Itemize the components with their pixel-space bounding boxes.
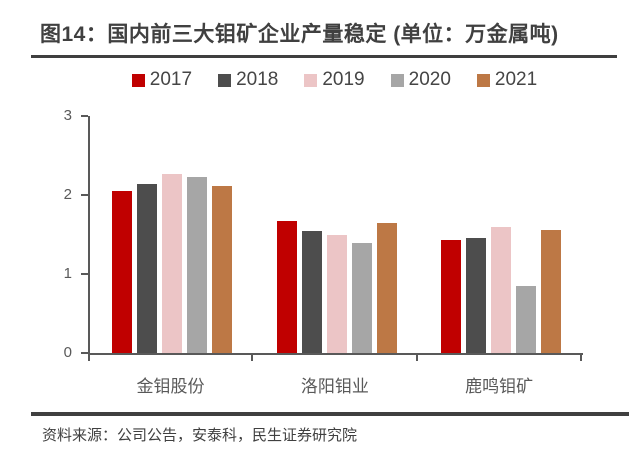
legend-swatch-icon	[131, 73, 145, 87]
bar-洛阳钼业-2020	[351, 243, 372, 353]
legend-item-2019: 2019	[304, 69, 365, 91]
bar-洛阳钼业-2021	[376, 223, 397, 353]
y-tick-mark	[81, 115, 88, 117]
y-tick-label: 2	[63, 186, 72, 203]
legend-label: 2021	[494, 69, 538, 90]
y-tick-label: 3	[63, 107, 72, 124]
legend-label: 2018	[236, 69, 279, 90]
category-label-洛阳钼业: 洛阳钼业	[300, 377, 369, 396]
x-tick-mark	[251, 354, 254, 361]
bar-金钼股份-2018	[137, 183, 158, 353]
y-tick-mark	[81, 194, 88, 196]
x-tick-mark	[88, 354, 90, 361]
bar-洛阳钼业-2019	[326, 234, 347, 353]
legend-item-2017: 2017	[131, 69, 193, 91]
footer-divider	[31, 412, 629, 416]
figure-title: 图14：国内前三大钼矿企业产量稳定 (单位：万金属吨)	[31, 12, 617, 58]
bar-鹿鸣钼矿-2017	[440, 240, 461, 353]
bar-鹿鸣钼矿-2021	[540, 229, 561, 353]
legend-label: 2017	[149, 69, 193, 90]
legend-label: 2019	[322, 69, 365, 90]
category-label-鹿鸣钼矿: 鹿鸣钼矿	[465, 377, 534, 396]
legend-item-2018: 2018	[218, 69, 278, 91]
y-tick-mark	[81, 352, 88, 354]
chart-plot-area	[88, 116, 583, 355]
legend-item-2021: 2021	[476, 69, 538, 91]
legend-swatch-icon	[476, 73, 490, 87]
bar-鹿鸣钼矿-2018	[465, 238, 486, 353]
chart-legend: 2017 2018 2019 2020 2021	[88, 68, 581, 92]
y-tick-label: 0	[63, 344, 72, 361]
bar-金钼股份-2021	[212, 185, 233, 353]
legend-item-2020: 2020	[390, 69, 451, 91]
category-label-金钼股份: 金钼股份	[136, 377, 205, 396]
bar-鹿鸣钼矿-2020	[515, 285, 536, 353]
legend-swatch-icon	[218, 73, 232, 87]
y-tick-mark	[81, 273, 88, 275]
legend-swatch-icon	[304, 73, 318, 87]
bar-洛阳钼业-2018	[301, 231, 322, 353]
x-tick-mark	[580, 354, 582, 361]
bar-金钼股份-2017	[112, 191, 133, 353]
y-tick-label: 1	[63, 265, 72, 282]
bar-金钼股份-2019	[162, 173, 183, 353]
legend-label: 2020	[408, 69, 451, 90]
x-tick-mark	[415, 354, 418, 361]
legend-swatch-icon	[390, 73, 404, 87]
bar-鹿鸣钼矿-2019	[490, 227, 511, 353]
bar-洛阳钼业-2017	[276, 221, 297, 353]
bar-金钼股份-2020	[187, 176, 208, 353]
source-note: 资料来源：公司公告，安泰科，民生证券研究院	[42, 427, 358, 444]
